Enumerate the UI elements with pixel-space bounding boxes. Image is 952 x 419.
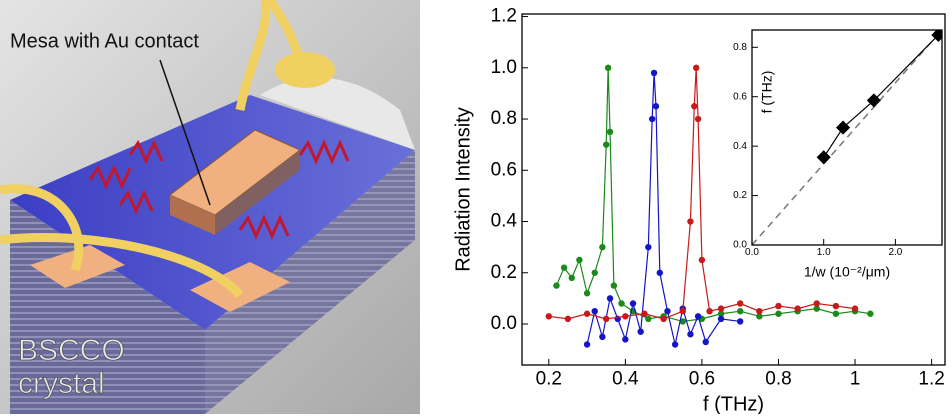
data-point: [607, 129, 613, 135]
data-point: [645, 244, 651, 250]
x-tick-label: 0.6: [689, 368, 715, 389]
data-point: [737, 318, 743, 324]
data-point: [607, 295, 613, 301]
y-axis-label: f (THz): [759, 71, 775, 114]
data-point: [584, 311, 590, 317]
data-point: [737, 300, 743, 306]
data-point: [660, 316, 666, 322]
y-tick-label: 0.4: [491, 211, 518, 232]
x-axis-label: 1/w (10⁻²/μm): [804, 264, 890, 280]
figure: Mesa with Au contact BSCCO crystal 0.20.…: [0, 0, 952, 414]
data-point: [605, 65, 611, 71]
data-point: [718, 316, 724, 322]
y-tick-label: 1.0: [491, 57, 517, 78]
data-point: [645, 316, 651, 322]
data-point: [867, 311, 873, 317]
data-point: [706, 308, 712, 314]
x-tick-label: 1: [850, 368, 861, 389]
data-point: [653, 103, 659, 109]
data-point: [641, 311, 647, 317]
data-point: [599, 244, 605, 250]
x-tick-label: 1.0: [817, 247, 831, 258]
x-tick-label: 0.2: [536, 368, 562, 389]
data-point: [576, 257, 582, 263]
data-point: [695, 313, 701, 319]
data-point: [833, 311, 839, 317]
data-point: [756, 308, 762, 314]
y-tick-label: 0.0: [491, 313, 517, 334]
data-point: [775, 311, 781, 317]
y-tick-label: 0.0: [733, 240, 747, 251]
data-point: [599, 334, 605, 340]
data-point: [603, 316, 609, 322]
crystal-label: BSCCO: [18, 334, 125, 367]
data-point: [672, 341, 678, 347]
wire-bond: [275, 52, 335, 88]
data-point: [693, 65, 699, 71]
data-point: [565, 316, 571, 322]
y-tick-label: 0.8: [491, 108, 517, 129]
data-point: [794, 305, 800, 311]
data-point: [651, 70, 657, 76]
data-point: [687, 218, 693, 224]
y-tick-label: 0.2: [733, 190, 747, 201]
data-point: [649, 116, 655, 122]
data-point: [622, 313, 628, 319]
data-point: [637, 328, 643, 334]
x-axis-label: f (THz): [703, 393, 764, 414]
data-point: [546, 313, 552, 319]
data-point: [584, 290, 590, 296]
data-point: [584, 341, 590, 347]
data-point: [814, 300, 820, 306]
data-point: [833, 303, 839, 309]
mesa-label: Mesa with Au contact: [10, 30, 199, 52]
y-tick-label: 1.2: [491, 6, 517, 27]
charts: 0.2 0.4 0.6 0.8 1 1.2 0.0 0.2 0.4 0.6 0.8 1.0 1.2 f (…: [452, 6, 945, 414]
data-point: [592, 308, 598, 314]
data-point: [603, 141, 609, 147]
data-point: [561, 264, 567, 270]
data-point: [618, 300, 624, 306]
crystal-label: crystal: [18, 367, 105, 400]
illustration: Mesa with Au contact BSCCO crystal: [0, 0, 420, 414]
data-point: [553, 282, 559, 288]
data-point: [718, 305, 724, 311]
chart: 0.0 1.0 2.0 0.0 0.2 0.4 0.6 0.8 f (THz) 1/w (10⁻²…: [733, 28, 945, 280]
data-point: [592, 270, 598, 276]
data-point: [622, 336, 628, 342]
data-point: [657, 270, 663, 276]
data-point: [691, 103, 697, 109]
y-tick-label: 0.2: [491, 262, 517, 283]
y-tick-label: 0.6: [491, 159, 517, 180]
data-point: [630, 300, 636, 306]
data-point: [775, 303, 781, 309]
x-tick-label: 0.8: [765, 368, 791, 389]
x-tick-label: 1.2: [918, 368, 944, 389]
data-point: [569, 275, 575, 281]
y-tick-label: 0.8: [733, 42, 747, 53]
x-tick-label: 0.4: [612, 368, 639, 389]
data-point: [680, 308, 686, 314]
y-tick-label: 0.4: [733, 141, 747, 152]
data-point: [695, 116, 701, 122]
data-point: [703, 339, 709, 345]
data-point: [699, 257, 705, 263]
data-point: [737, 308, 743, 314]
x-tick-label: 0.0: [745, 247, 759, 258]
y-tick-label: 0.6: [733, 91, 747, 102]
y-axis-label: Radiation Intensity: [452, 107, 474, 272]
data-point: [611, 282, 617, 288]
data-point: [687, 331, 693, 337]
data-point: [664, 308, 670, 314]
data-point: [852, 305, 858, 311]
x-tick-label: 2.0: [888, 247, 902, 258]
